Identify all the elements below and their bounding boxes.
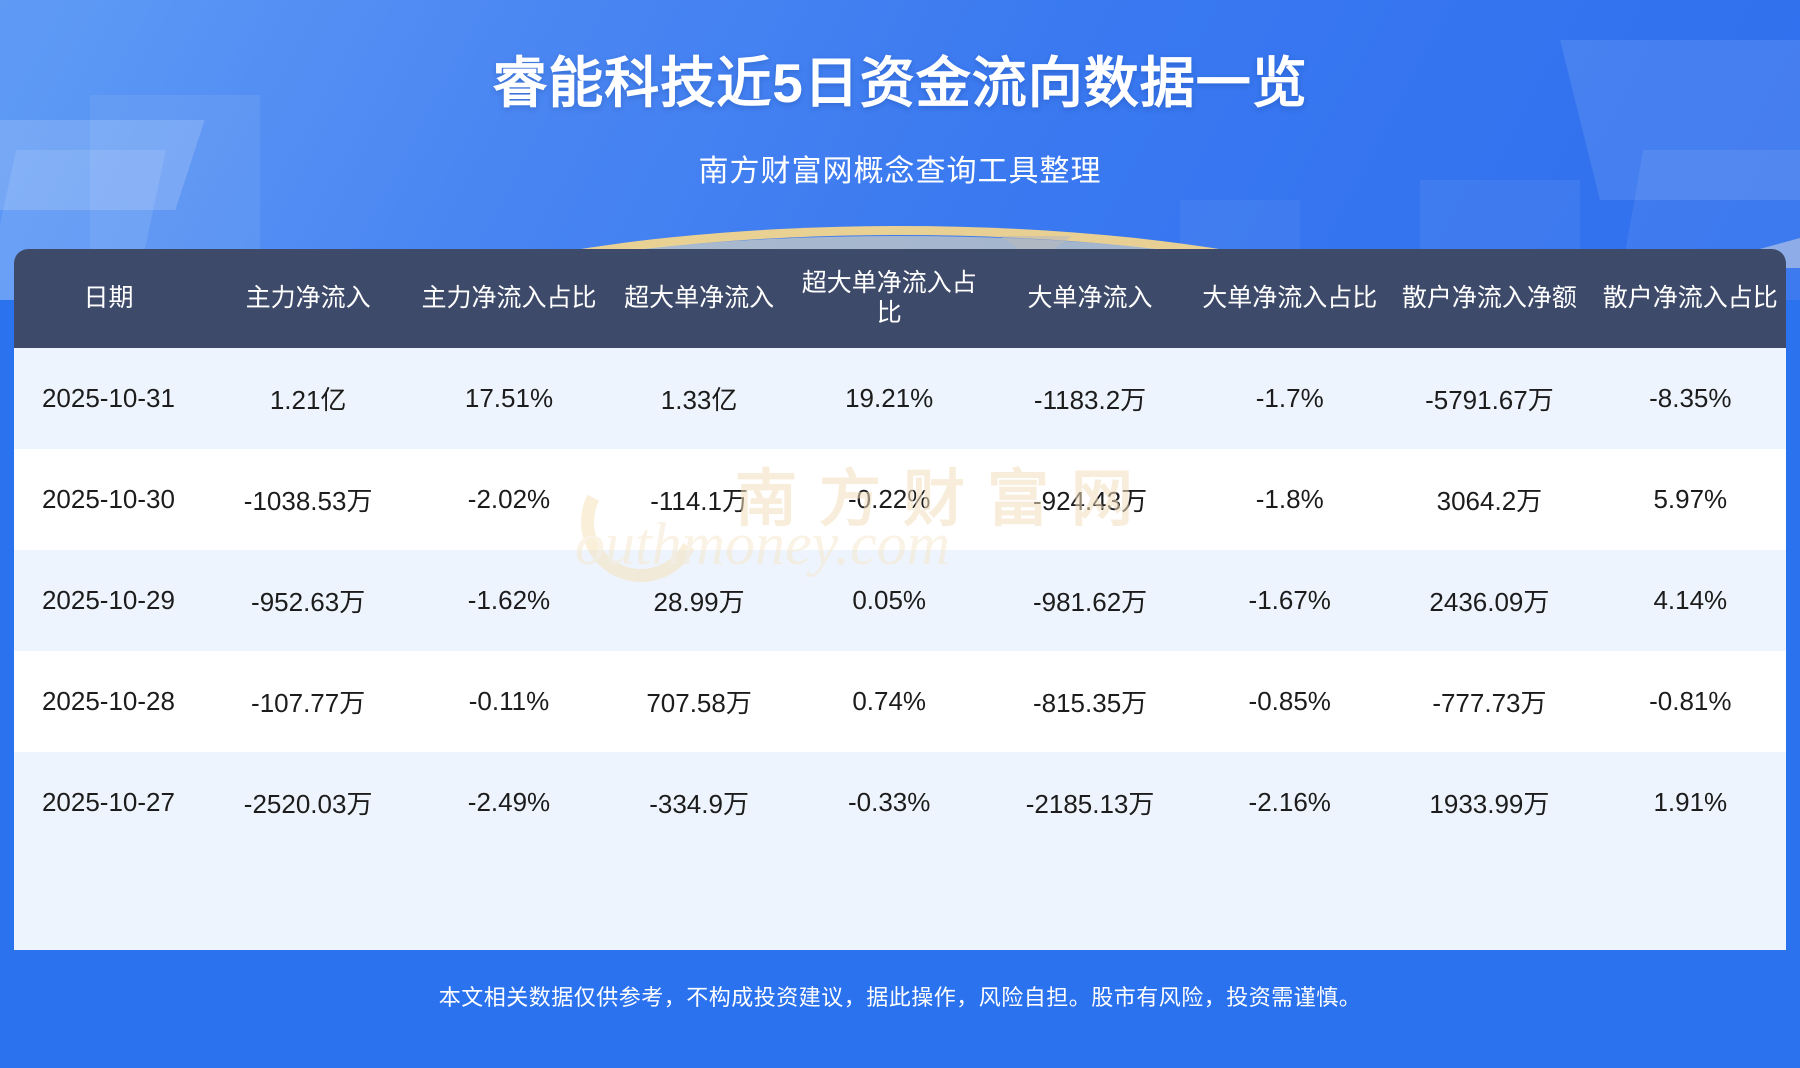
cell-main-pct: -1.62%: [467, 585, 551, 615]
cell-lg-pct: -2.16%: [1248, 787, 1331, 817]
col-header-main-net: 主力净流入: [202, 249, 414, 348]
table-row: 2025-10-29 -952.63万 -1.62% 28.99万 0.05% …: [14, 550, 1786, 651]
page-subtitle: 南方财富网概念查询工具整理: [698, 155, 1102, 188]
cell-main-net: -1038.53万: [243, 486, 373, 516]
cell-xl-pct: 0.74%: [852, 686, 927, 716]
col-header-xl-pct: 超大单净流入占比: [793, 249, 985, 348]
cell-lg-net: -981.62万: [1032, 587, 1148, 617]
cell-main-pct: 17.51%: [464, 383, 554, 413]
cell-xl-pct: 0.05%: [852, 585, 927, 615]
cell-lg-pct: -1.8%: [1255, 484, 1324, 514]
cell-main-net: -107.77万: [251, 688, 366, 718]
cell-main-net: -952.63万: [251, 587, 366, 617]
col-header-date: 日期: [14, 249, 203, 348]
table-row: 2025-10-27 -2520.03万 -2.49% -334.9万 -0.3…: [14, 752, 1786, 853]
cell-date: 2025-10-29: [41, 585, 175, 615]
col-header-xl-net: 超大单净流入: [604, 249, 794, 348]
page-title: 睿能科技近5日资金流向数据一览: [492, 52, 1308, 114]
cell-main-pct: -2.02%: [467, 484, 551, 514]
footer-band: 本文相关数据仅供参考，不构成投资建议，据此操作，风险自担。股市有风险，投资需谨慎…: [0, 950, 1800, 1068]
cell-lg-net: -1183.2万: [1033, 385, 1147, 415]
cell-retail-net: 1933.99万: [1429, 789, 1550, 819]
decor-arc-inner: [300, 226, 1500, 300]
cell-retail-net: 2436.09万: [1429, 587, 1550, 617]
table-bottom-fill: [14, 850, 1786, 950]
cell-xl-net: -114.1万: [650, 486, 748, 516]
cell-retail-pct: 1.91%: [1653, 787, 1728, 817]
table-row: 2025-10-30 -1038.53万 -2.02% -114.1万 -0.2…: [14, 449, 1786, 550]
cell-main-net: 1.21亿: [269, 385, 347, 415]
cell-xl-pct: -0.33%: [848, 787, 931, 817]
cell-xl-net: -334.9万: [649, 789, 749, 819]
cell-date: 2025-10-31: [41, 383, 175, 413]
cell-retail-pct: -0.81%: [1649, 686, 1732, 716]
data-table-card: 日期 主力净流入 主力净流入占比 超大单净流入 超大单净流入占比 大单净流入 大…: [14, 249, 1786, 853]
col-header-main-pct: 主力净流入占比: [413, 249, 605, 348]
cell-date: 2025-10-30: [41, 484, 175, 514]
cell-xl-net: 707.58万: [646, 688, 752, 718]
cell-lg-pct: -1.7%: [1255, 383, 1324, 413]
fund-flow-table: 日期 主力净流入 主力净流入占比 超大单净流入 超大单净流入占比 大单净流入 大…: [14, 249, 1786, 853]
cell-main-net: -2520.03万: [243, 789, 373, 819]
col-header-retail-pct: 散户净流入占比: [1594, 249, 1786, 348]
cell-lg-pct: -0.85%: [1248, 686, 1331, 716]
table-header-row: 日期 主力净流入 主力净流入占比 超大单净流入 超大单净流入占比 大单净流入 大…: [14, 249, 1786, 348]
table-body: 2025-10-31 1.21亿 17.51% 1.33亿 19.21% -11…: [14, 348, 1786, 853]
col-header-lg-pct: 大单净流入占比: [1195, 249, 1385, 348]
cell-retail-pct: 5.97%: [1653, 484, 1728, 514]
table-row: 2025-10-31 1.21亿 17.51% 1.33亿 19.21% -11…: [14, 348, 1786, 449]
table-row: 2025-10-28 -107.77万 -0.11% 707.58万 0.74%…: [14, 651, 1786, 752]
cell-date: 2025-10-28: [41, 686, 175, 716]
cell-xl-pct: -0.22%: [848, 484, 931, 514]
col-header-lg-net: 大单净流入: [984, 249, 1196, 348]
cell-retail-pct: 4.14%: [1653, 585, 1728, 615]
col-header-retail-net: 散户净流入净额: [1384, 249, 1595, 348]
cell-retail-pct: -8.35%: [1649, 383, 1732, 413]
cell-retail-net: -5791.67万: [1425, 385, 1554, 415]
cell-xl-pct: 19.21%: [845, 383, 934, 413]
cell-retail-net: 3064.2万: [1436, 486, 1543, 516]
cell-main-pct: -0.11%: [468, 686, 550, 716]
cell-xl-net: 1.33亿: [660, 385, 738, 415]
cell-lg-net: -924.43万: [1032, 486, 1148, 516]
cell-retail-net: -777.73万: [1432, 688, 1547, 718]
disclaimer-text: 本文相关数据仅供参考，不构成投资建议，据此操作，风险自担。股市有风险，投资需谨慎…: [438, 985, 1362, 1010]
cell-main-pct: -2.49%: [467, 787, 551, 817]
cell-date: 2025-10-27: [41, 787, 175, 817]
table-head: 日期 主力净流入 主力净流入占比 超大单净流入 超大单净流入占比 大单净流入 大…: [14, 249, 1786, 348]
cell-lg-net: -2185.13万: [1025, 789, 1155, 819]
cell-xl-net: 28.99万: [653, 587, 745, 617]
cell-lg-pct: -1.67%: [1248, 585, 1331, 615]
cell-lg-net: -815.35万: [1032, 688, 1148, 718]
